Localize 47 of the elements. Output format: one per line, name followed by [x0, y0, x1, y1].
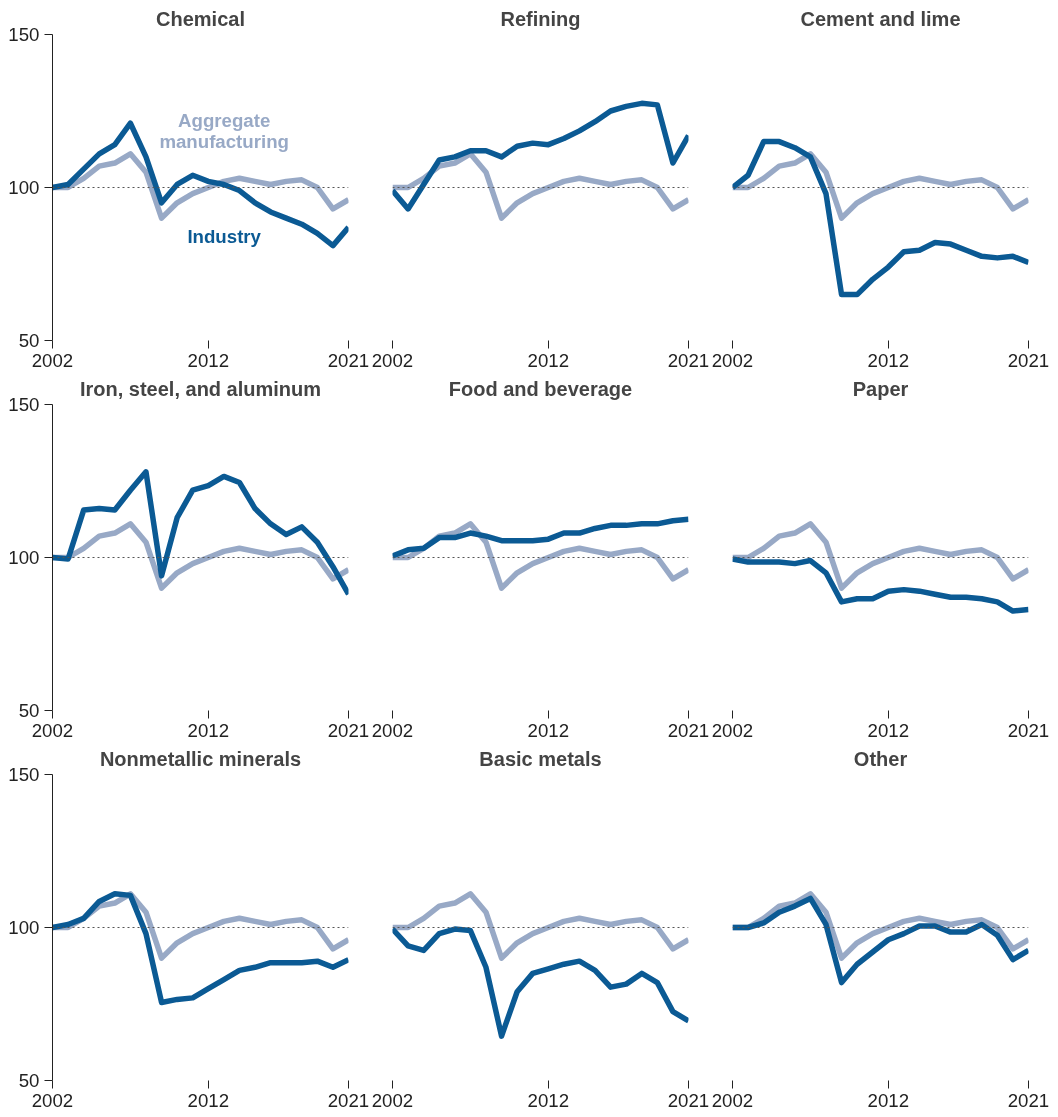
chart-title: Basic metals [479, 747, 602, 770]
y-tick-label: 50 [18, 1070, 40, 1091]
x-tick-label: 2002 [371, 1089, 414, 1111]
y-tick-label: 50 [18, 330, 40, 351]
x-tick-label: 2021 [667, 719, 710, 741]
chart-title: Chemical [156, 7, 245, 30]
x-tick-label: 2012 [527, 349, 570, 371]
x-tick-label: 2021 [1007, 349, 1050, 371]
x-tick-label: 2002 [31, 349, 74, 371]
y-tick-label: 100 [8, 177, 40, 198]
x-tick-label: 2021 [327, 1089, 370, 1111]
chart-title: Paper [852, 377, 909, 400]
x-tick-label: 2002 [711, 349, 754, 371]
x-tick-label: 2002 [711, 719, 754, 741]
x-tick-label: 2012 [187, 1089, 230, 1111]
x-tick-label: 2021 [1007, 1089, 1050, 1111]
y-tick-label: 100 [8, 547, 40, 568]
x-tick-label: 2021 [327, 349, 370, 371]
x-tick-label: 2012 [867, 349, 910, 371]
x-tick-label: 2012 [527, 719, 570, 741]
x-tick-label: 2021 [667, 349, 710, 371]
x-tick-label: 2002 [371, 719, 414, 741]
x-tick-label: 2012 [867, 1089, 910, 1111]
x-tick-label: 2012 [187, 349, 230, 371]
series-label: Industry [187, 225, 262, 247]
y-tick-label: 150 [8, 764, 40, 785]
x-tick-label: 2021 [327, 719, 370, 741]
chart-title: Iron, steel, and aluminum [79, 377, 322, 400]
x-tick-label: 2012 [527, 1089, 570, 1111]
y-tick-label: 150 [8, 24, 40, 45]
chart-title: Other [853, 747, 908, 770]
x-tick-label: 2021 [1007, 719, 1050, 741]
x-tick-label: 2021 [667, 1089, 710, 1111]
x-tick-label: 2002 [31, 1089, 74, 1111]
chart-title: Food and beverage [448, 377, 633, 400]
x-tick-label: 2012 [867, 719, 910, 741]
series-label: Aggregate manufacturing [159, 109, 289, 153]
x-tick-label: 2002 [31, 719, 74, 741]
chart-title: Nonmetallic minerals [99, 747, 302, 770]
y-tick-label: 100 [8, 917, 40, 938]
x-tick-label: 2012 [187, 719, 230, 741]
x-tick-label: 2002 [371, 349, 414, 371]
y-tick-label: 150 [8, 394, 40, 415]
chart-title: Cement and lime [800, 7, 961, 30]
x-tick-label: 2002 [711, 1089, 754, 1111]
chart-title: Refining [500, 7, 581, 30]
y-tick-label: 50 [18, 700, 40, 721]
